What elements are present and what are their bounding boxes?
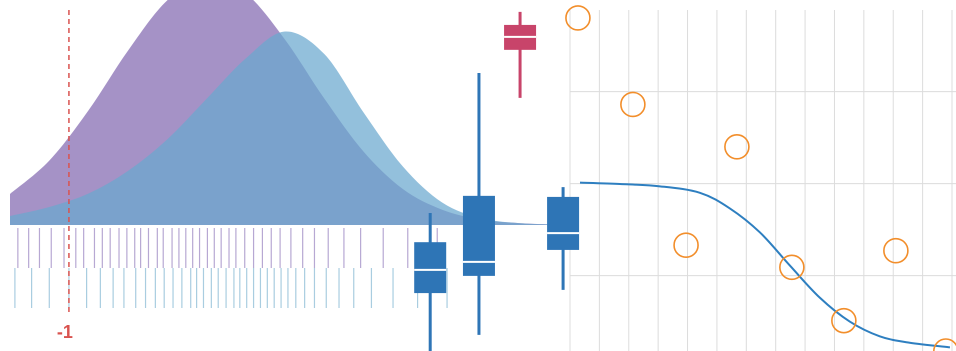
scatter-point bbox=[673, 232, 699, 259]
box-body bbox=[414, 242, 447, 294]
scatter-point bbox=[831, 307, 857, 334]
scatter-point bbox=[883, 237, 909, 264]
scatter-point bbox=[620, 91, 646, 118]
reference-label: -1 bbox=[57, 322, 73, 342]
box-body bbox=[462, 195, 495, 276]
fit-line bbox=[579, 181, 951, 349]
scatter-point bbox=[565, 5, 591, 31]
scatter-point bbox=[779, 254, 805, 281]
scatter-point bbox=[724, 133, 750, 160]
box-body bbox=[547, 196, 580, 250]
scatter-point bbox=[933, 338, 956, 351]
density-area bbox=[10, 31, 560, 226]
